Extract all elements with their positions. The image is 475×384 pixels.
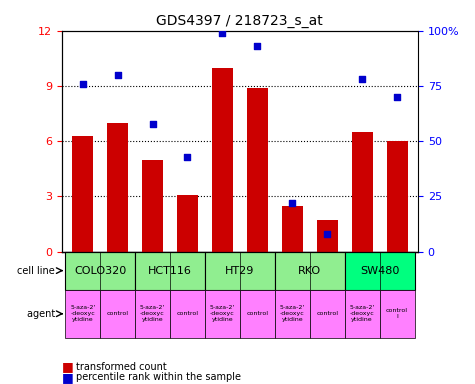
Bar xyxy=(72,136,93,252)
Text: 5-aza-2'
-deoxyc
ytidine: 5-aza-2' -deoxyc ytidine xyxy=(210,305,235,322)
Bar xyxy=(282,205,303,252)
FancyBboxPatch shape xyxy=(345,252,415,290)
FancyBboxPatch shape xyxy=(345,290,380,338)
FancyBboxPatch shape xyxy=(275,290,310,338)
Text: RKO: RKO xyxy=(298,266,321,276)
Bar xyxy=(317,220,338,252)
FancyBboxPatch shape xyxy=(240,290,275,338)
Point xyxy=(149,121,156,127)
Text: control: control xyxy=(316,311,338,316)
Point xyxy=(254,43,261,49)
Text: ■: ■ xyxy=(62,371,74,384)
Text: cell line: cell line xyxy=(17,266,61,276)
Bar xyxy=(177,195,198,252)
FancyBboxPatch shape xyxy=(310,290,345,338)
Text: control
l: control l xyxy=(386,308,408,319)
Text: HCT116: HCT116 xyxy=(148,266,192,276)
FancyBboxPatch shape xyxy=(170,290,205,338)
Bar xyxy=(142,160,163,252)
FancyBboxPatch shape xyxy=(135,290,170,338)
Text: ■: ■ xyxy=(62,360,74,373)
Text: 5-aza-2'
-deoxyc
ytidine: 5-aza-2' -deoxyc ytidine xyxy=(140,305,165,322)
Point xyxy=(323,231,331,237)
Text: 5-aza-2'
-deoxyc
ytidine: 5-aza-2' -deoxyc ytidine xyxy=(70,305,95,322)
FancyBboxPatch shape xyxy=(135,252,205,290)
FancyBboxPatch shape xyxy=(205,290,240,338)
Text: COLO320: COLO320 xyxy=(74,266,126,276)
Bar xyxy=(387,141,408,252)
Point xyxy=(114,72,122,78)
Text: percentile rank within the sample: percentile rank within the sample xyxy=(76,372,241,382)
Point xyxy=(288,200,296,206)
Text: transformed count: transformed count xyxy=(76,362,167,372)
Bar xyxy=(247,88,268,252)
Bar xyxy=(212,68,233,252)
FancyBboxPatch shape xyxy=(100,290,135,338)
Text: 5-aza-2'
-deoxyc
ytidine: 5-aza-2' -deoxyc ytidine xyxy=(280,305,305,322)
Text: control: control xyxy=(177,311,199,316)
FancyBboxPatch shape xyxy=(65,290,100,338)
Point xyxy=(184,154,191,160)
FancyBboxPatch shape xyxy=(380,290,415,338)
Text: SW480: SW480 xyxy=(360,266,399,276)
Text: 5-aza-2'
-deoxyc
ytidine: 5-aza-2' -deoxyc ytidine xyxy=(350,305,375,322)
Point xyxy=(358,76,366,83)
Point xyxy=(393,94,401,100)
FancyBboxPatch shape xyxy=(205,252,275,290)
Text: control: control xyxy=(247,311,268,316)
Text: HT29: HT29 xyxy=(225,266,255,276)
Text: control: control xyxy=(106,311,129,316)
Point xyxy=(79,81,86,87)
Text: agent: agent xyxy=(27,309,61,319)
FancyBboxPatch shape xyxy=(275,252,345,290)
Title: GDS4397 / 218723_s_at: GDS4397 / 218723_s_at xyxy=(156,14,323,28)
FancyBboxPatch shape xyxy=(65,252,135,290)
Point xyxy=(218,30,226,36)
Bar xyxy=(352,132,372,252)
Bar xyxy=(107,123,128,252)
